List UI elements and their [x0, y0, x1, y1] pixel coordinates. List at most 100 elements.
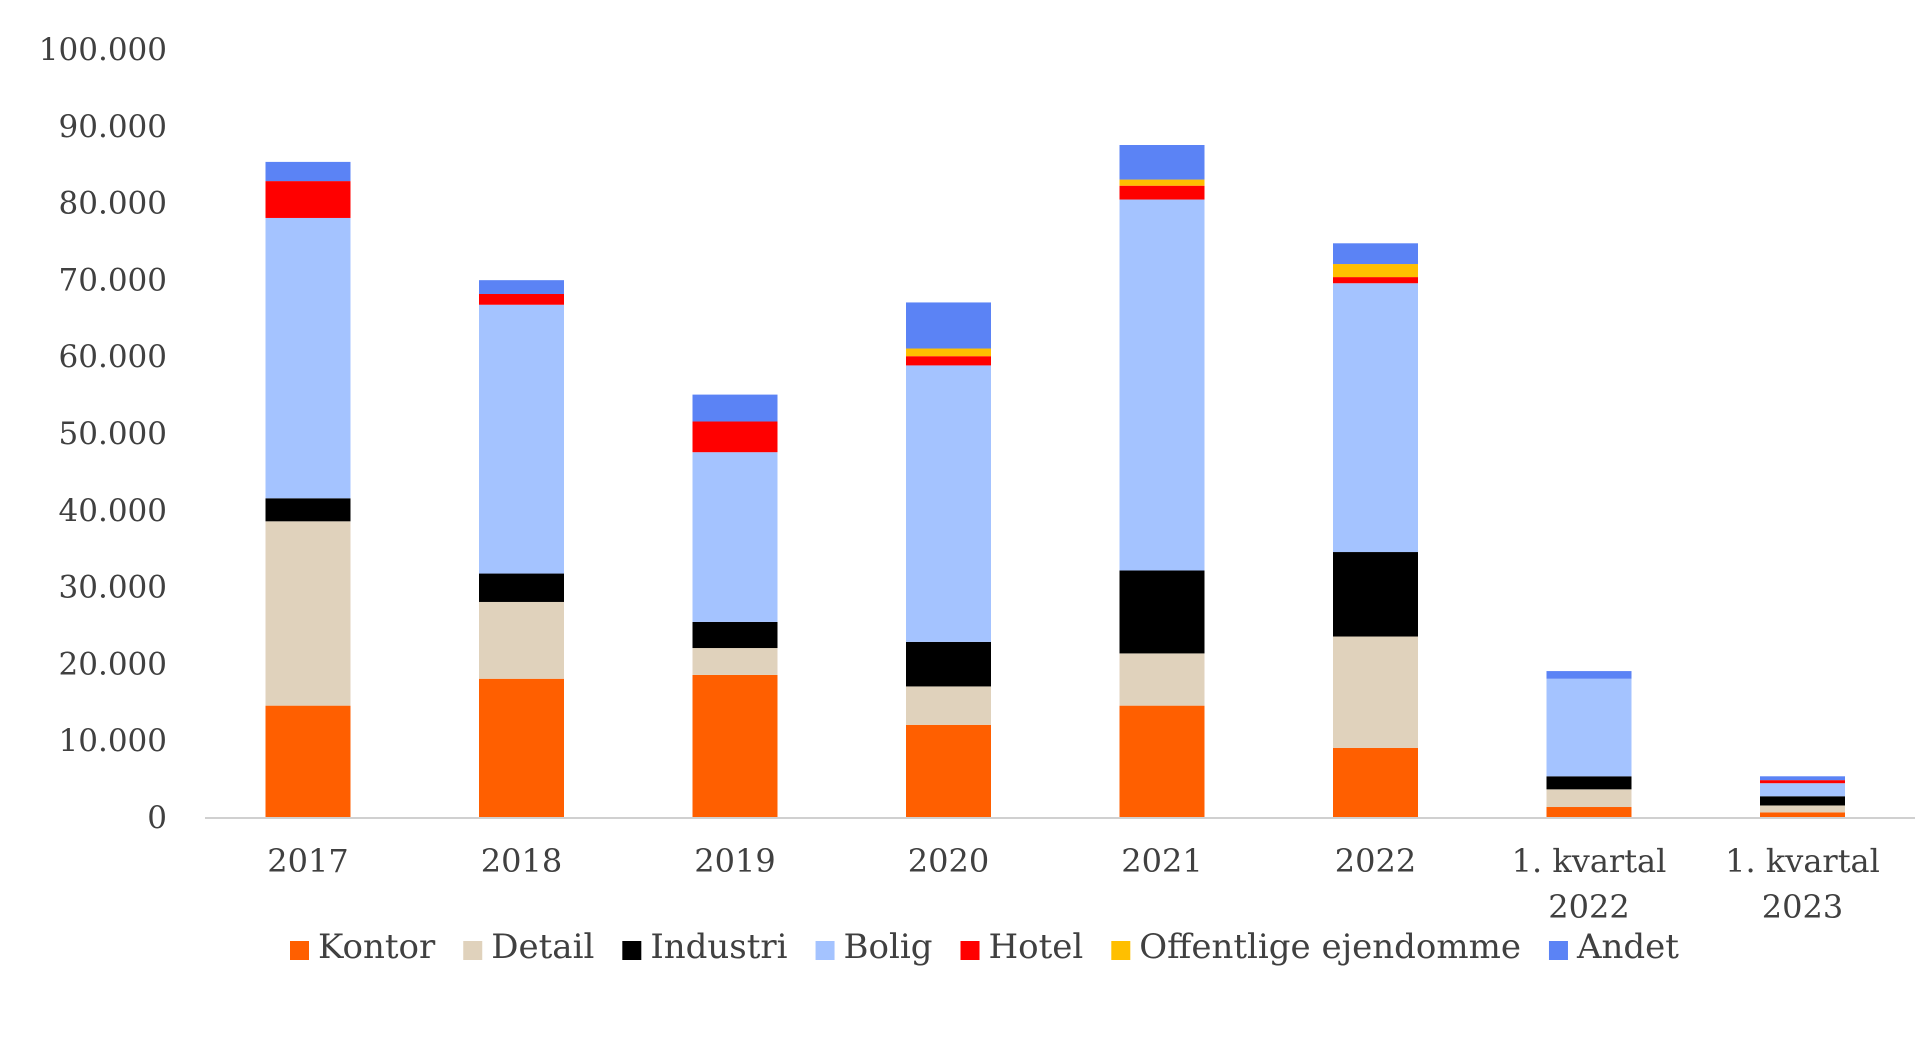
bar-segment-hotel: [479, 293, 564, 305]
bar-segment-bolig: [265, 217, 351, 499]
legend-label: Industri: [650, 927, 787, 967]
bar-segment-bolig: [906, 365, 991, 642]
bar-stack: [1119, 145, 1205, 817]
legend-label: Andet: [1576, 927, 1679, 967]
legend-label: Bolig: [844, 927, 933, 967]
bar-segment-industri: [1760, 796, 1845, 806]
legend-item: Bolig: [815, 927, 933, 967]
bar-segment-hotel: [1333, 277, 1418, 284]
bar-stack: [906, 302, 991, 817]
legend-swatch: [1548, 941, 1568, 960]
legend-swatch: [463, 941, 483, 960]
bar-segment-industri: [1546, 776, 1632, 790]
bar-segment-bolig: [1119, 199, 1205, 571]
bar-segment-bolig: [1333, 283, 1418, 553]
y-tick-label: 40.000: [59, 493, 167, 529]
bar-segment-industri: [265, 498, 351, 522]
legend-item: Industri: [622, 927, 788, 967]
bar-stack: [1546, 671, 1632, 817]
x-tick-label: 1. kvartal 2022: [1512, 842, 1667, 926]
bar-stack: [1760, 776, 1845, 817]
bar-stack: [692, 394, 778, 817]
bar-segment-andet: [479, 280, 564, 294]
bar-segment-kontor: [265, 705, 351, 817]
x-tick-label: 2021: [1121, 842, 1202, 880]
bar-segment-industri: [1333, 552, 1418, 637]
legend-item: Detail: [463, 927, 594, 967]
bar-segment-andet: [1546, 671, 1632, 679]
y-tick-label: 70.000: [59, 262, 167, 298]
x-tick-label: 1. kvartal 2023: [1725, 842, 1880, 926]
legend-label: Detail: [491, 927, 594, 967]
y-tick-label: 90.000: [59, 109, 167, 145]
legend-label: Hotel: [989, 927, 1084, 967]
bar-segment-bolig: [1760, 783, 1845, 797]
bar-segment-bolig: [479, 304, 564, 574]
x-tick-label: 2018: [481, 842, 562, 880]
x-axis-tick-labels: 2017 2018 2019 2020 2021 2022 1. kvartal 2022 1.…: [267, 842, 1880, 926]
bar-segment-detail: [479, 601, 564, 679]
bar-segment-bolig: [692, 452, 778, 622]
y-tick-label: 10.000: [59, 723, 167, 759]
bar-segment-hotel: [906, 356, 991, 366]
legend-swatch: [622, 941, 642, 960]
bar-segment-andet: [1333, 243, 1418, 265]
bar-segment-detail: [1546, 789, 1632, 808]
x-tick-label: 2019: [694, 842, 775, 880]
bar-segment-hotel: [265, 181, 351, 218]
x-tick-label: 2020: [908, 842, 989, 880]
y-tick-label: 50.000: [59, 416, 167, 452]
bar-segment-detail: [906, 686, 991, 725]
x-tick-label: 2017: [267, 842, 348, 880]
legend-swatch: [1111, 941, 1131, 960]
legend-swatch: [815, 941, 835, 960]
bar-segment-kontor: [1760, 812, 1845, 817]
legend-swatch: [290, 941, 309, 960]
bar-segment-kontor: [479, 678, 564, 817]
legend-swatch: [960, 941, 980, 960]
bar-segment-industri: [479, 573, 564, 602]
y-tick-label: 20.000: [59, 646, 167, 682]
bar-segment-kontor: [1546, 807, 1632, 817]
bar-segment-kontor: [906, 724, 991, 817]
bar-segment-andet: [265, 161, 351, 182]
legend: Kontor Detail Industri Bolig Hotel Offentlige…: [290, 927, 1679, 967]
y-axis-tick-labels: 0 10.000 20.000 30.000 40.000 50.000 60.000 70.…: [39, 32, 167, 836]
bar-segment-kontor: [1333, 747, 1418, 817]
bar-segment-hotel: [692, 421, 778, 453]
bar-segment-andet: [906, 302, 991, 349]
bar-segment-industri: [906, 641, 991, 687]
y-tick-label: 80.000: [59, 186, 167, 222]
bar-segment-hotel: [1760, 780, 1845, 784]
bar-segment-offentlige-ejendomme: [906, 348, 991, 357]
bar-segment-detail: [1333, 636, 1418, 748]
bar-segment-detail: [265, 521, 351, 706]
bar-segment-industri: [1119, 570, 1205, 654]
y-tick-label: 30.000: [59, 570, 167, 606]
bar-segment-andet: [1119, 145, 1205, 180]
bar-segment-andet: [692, 394, 778, 422]
bars-group: [265, 145, 1845, 817]
y-tick-label: 100.000: [39, 32, 167, 68]
bar-stack: [479, 280, 564, 817]
x-tick-label: 2022: [1335, 842, 1416, 880]
bar-segment-offentlige-ejendomme: [1119, 179, 1205, 186]
bar-segment-bolig: [1546, 678, 1632, 777]
bar-segment-industri: [692, 621, 778, 649]
bar-stack: [265, 161, 351, 817]
legend-label: Kontor: [318, 927, 436, 967]
bar-segment-kontor: [1119, 705, 1205, 817]
bar-segment-detail: [692, 648, 778, 675]
legend-label: Offentlige ejendomme: [1139, 927, 1521, 967]
bar-segment-detail: [1119, 653, 1205, 706]
bar-segment-detail: [1760, 805, 1845, 813]
bar-segment-kontor: [692, 674, 778, 817]
bar-segment-andet: [1760, 776, 1845, 781]
legend-item: Andet: [1548, 927, 1679, 967]
bar-segment-offentlige-ejendomme: [1333, 264, 1418, 278]
legend-item: Offentlige ejendomme: [1111, 927, 1521, 967]
legend-item: Hotel: [960, 927, 1084, 967]
bar-stack: [1333, 243, 1418, 817]
